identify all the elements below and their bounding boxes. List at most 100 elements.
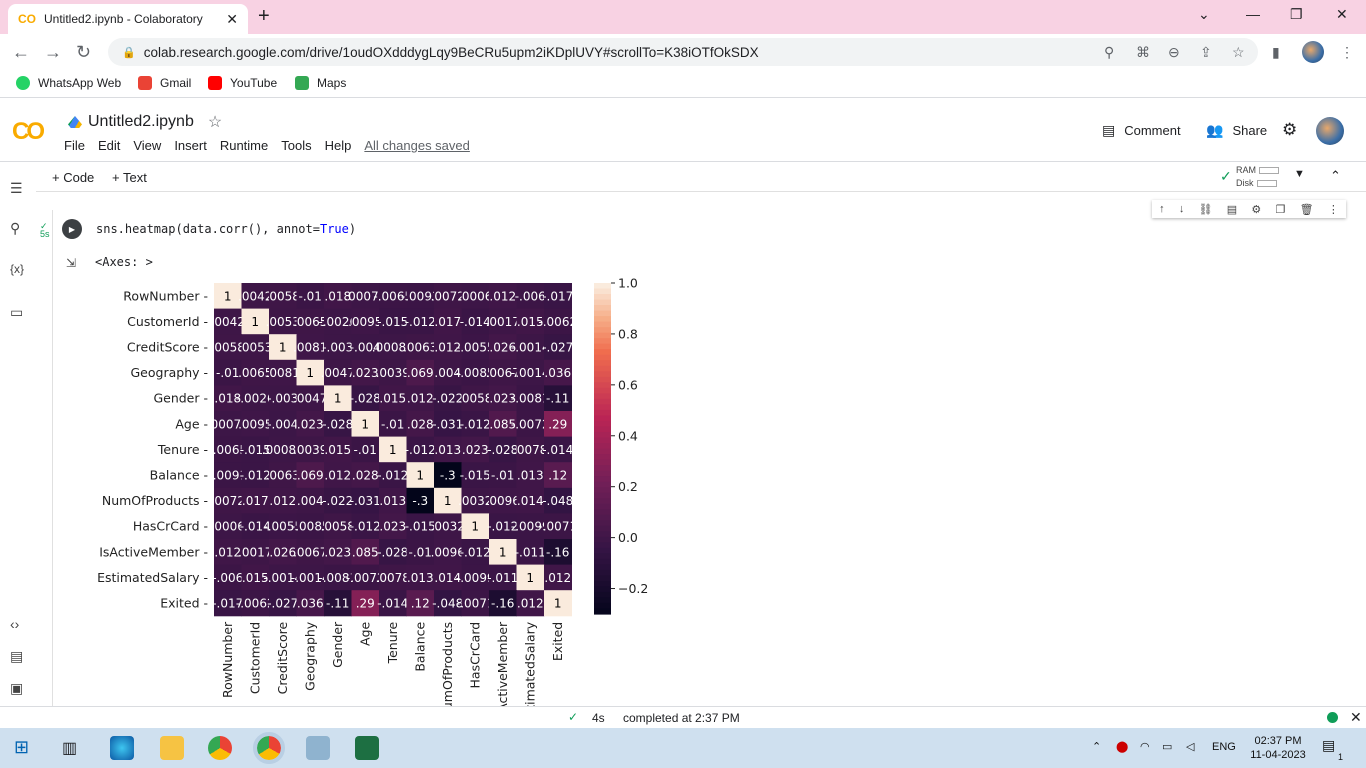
run-cell-button[interactable]: ▶ bbox=[62, 219, 82, 239]
translate-icon[interactable]: ⌘ bbox=[1136, 44, 1150, 60]
save-status[interactable]: All changes saved bbox=[364, 138, 470, 153]
back-icon[interactable]: ← bbox=[12, 42, 30, 62]
search-icon[interactable]: ⚲ bbox=[1104, 44, 1115, 60]
heatmap-cell bbox=[214, 283, 242, 310]
bookmark-youtube[interactable]: YouTube bbox=[208, 76, 277, 90]
heatmap-cell bbox=[516, 539, 545, 566]
file-explorer-icon[interactable] bbox=[160, 736, 184, 760]
colorbar-segment bbox=[594, 470, 611, 477]
minimize-icon[interactable]: — bbox=[1246, 6, 1260, 22]
delete-cell-icon[interactable]: 🗑 bbox=[1299, 203, 1314, 216]
heatmap-cell-label: .013 bbox=[379, 494, 406, 508]
collapse-header-icon[interactable]: ⌃ bbox=[1330, 168, 1341, 183]
close-tab-icon[interactable]: ✕ bbox=[226, 10, 238, 27]
reload-icon[interactable]: ↻ bbox=[76, 42, 92, 62]
comment-cell-icon[interactable]: ▤ bbox=[1226, 203, 1238, 216]
account-avatar[interactable] bbox=[1316, 117, 1344, 145]
output-icon[interactable]: ⇲ bbox=[66, 256, 77, 270]
restore-icon[interactable]: ❐ bbox=[1290, 6, 1303, 22]
volume-icon[interactable]: ◁ bbox=[1186, 741, 1195, 753]
share-button[interactable]: 👥 Share bbox=[1206, 122, 1268, 138]
cell-code[interactable]: sns.heatmap(data.corr(), annot=True) bbox=[96, 222, 357, 236]
forward-icon[interactable]: → bbox=[44, 42, 62, 62]
execution-status: ✓ 5s bbox=[40, 221, 50, 239]
terminal-icon[interactable]: ▣ bbox=[10, 680, 24, 696]
excel-icon[interactable] bbox=[355, 736, 379, 760]
windows-start-icon[interactable]: ⊞ bbox=[14, 737, 30, 757]
heatmap-cell-label: .00084 bbox=[372, 341, 414, 355]
resource-monitor[interactable]: RAM Disk bbox=[1236, 164, 1279, 190]
colorbar-segment bbox=[594, 310, 611, 317]
heatmap-cell-label: .012 bbox=[407, 392, 434, 406]
tray-chevron-icon[interactable]: ⌃ bbox=[1092, 741, 1102, 753]
search-sidebar-icon[interactable]: ⚲ bbox=[10, 220, 21, 236]
browser-menu-icon[interactable]: ⋮ bbox=[1340, 44, 1354, 60]
notifications-icon[interactable]: ▤ bbox=[1322, 737, 1336, 753]
share-page-icon[interactable]: ⇪ bbox=[1200, 44, 1212, 60]
star-icon[interactable]: ☆ bbox=[207, 114, 223, 131]
task-view-icon[interactable]: ▥ bbox=[62, 740, 78, 757]
menu-tools[interactable]: Tools bbox=[281, 138, 312, 153]
colab-logo[interactable]: CO bbox=[12, 118, 45, 145]
heatmap-cell bbox=[296, 539, 325, 566]
cell-settings-icon[interactable]: ⚙ bbox=[1251, 203, 1262, 216]
comment-button[interactable]: ▤ Comment bbox=[1102, 122, 1181, 138]
clock[interactable]: 02:37 PM 11-04-2023 bbox=[1250, 735, 1306, 761]
bookmark-maps[interactable]: Maps bbox=[295, 76, 346, 90]
notebook-title[interactable]: Untitled2.ipynb bbox=[88, 113, 194, 130]
move-down-icon[interactable]: ↓ bbox=[1178, 203, 1185, 215]
menu-runtime[interactable]: Runtime bbox=[219, 138, 269, 153]
heatmap-cell-label: .0072 bbox=[431, 289, 465, 303]
colorbar-segment bbox=[594, 575, 611, 582]
menu-edit[interactable]: Edit bbox=[97, 138, 121, 153]
wifi-icon[interactable]: ◠ bbox=[1140, 741, 1150, 753]
variables-icon[interactable]: {x} bbox=[10, 262, 25, 276]
chrome-icon[interactable] bbox=[208, 736, 232, 760]
status-close-icon[interactable]: ✕ bbox=[1350, 709, 1362, 725]
link-icon[interactable]: ⛓ bbox=[1198, 203, 1213, 216]
heatmap-cell-label: .004 bbox=[434, 366, 461, 380]
tray-security-icon[interactable]: ⬤ bbox=[1116, 741, 1129, 753]
profile-avatar[interactable] bbox=[1302, 41, 1324, 63]
app-icon[interactable] bbox=[306, 736, 330, 760]
files-folder-icon[interactable]: ▭ bbox=[10, 304, 24, 320]
edge-icon[interactable] bbox=[110, 736, 134, 760]
url-bar[interactable]: 🔒 colab.research.google.com/drive/1oudOX… bbox=[108, 38, 1258, 66]
browser-tab-bar: CO Untitled2.ipynb - Colaboratory ✕ + ⌄ … bbox=[0, 0, 1366, 34]
zoom-icon[interactable]: ⊖ bbox=[1168, 44, 1180, 60]
add-code-button[interactable]: + Code bbox=[52, 170, 95, 185]
menu-view[interactable]: View bbox=[133, 138, 162, 153]
heatmap-cell bbox=[324, 487, 352, 514]
battery-icon[interactable]: ▭ bbox=[1162, 741, 1173, 753]
side-panel-icon[interactable]: ▮ bbox=[1272, 44, 1280, 60]
settings-gear-icon[interactable]: ⚙ bbox=[1282, 120, 1298, 139]
menu-file[interactable]: File bbox=[64, 138, 85, 153]
new-tab-icon[interactable]: + bbox=[258, 5, 270, 27]
heatmap-cell bbox=[461, 462, 490, 489]
heatmap-cell bbox=[544, 590, 572, 617]
menu-bar: File Edit View Insert Runtime Tools Help… bbox=[64, 138, 483, 153]
code-snippets-icon[interactable]: ‹› bbox=[10, 616, 20, 632]
colorbar-segment bbox=[594, 531, 611, 538]
bookmark-star-icon[interactable]: ☆ bbox=[1232, 44, 1245, 60]
mirror-cell-icon[interactable]: ❐ bbox=[1275, 203, 1286, 216]
add-text-button[interactable]: + Text bbox=[112, 170, 147, 185]
heatmap-cell-label: -.0081 bbox=[318, 571, 357, 585]
browser-tab[interactable]: CO Untitled2.ipynb - Colaboratory ✕ bbox=[8, 4, 248, 34]
heatmap-cell-label: .015 bbox=[517, 315, 544, 329]
menu-help[interactable]: Help bbox=[324, 138, 352, 153]
status-completed[interactable]: completed at 2:37 PM bbox=[623, 711, 740, 725]
heatmap-cell bbox=[516, 334, 545, 361]
chrome-active-icon[interactable] bbox=[253, 732, 285, 764]
window-close-icon[interactable]: ✕ bbox=[1336, 6, 1348, 22]
language-indicator[interactable]: ENG bbox=[1212, 741, 1236, 753]
bookmark-gmail[interactable]: Gmail bbox=[138, 76, 191, 90]
bookmark-whatsapp[interactable]: WhatsApp Web bbox=[16, 76, 121, 90]
tab-search-chevron-icon[interactable]: ⌄ bbox=[1198, 6, 1210, 22]
menu-insert[interactable]: Insert bbox=[174, 138, 207, 153]
table-of-contents-icon[interactable]: ☰ bbox=[10, 180, 23, 196]
command-palette-icon[interactable]: ▤ bbox=[10, 648, 24, 664]
move-up-icon[interactable]: ↑ bbox=[1159, 203, 1165, 215]
cell-more-icon[interactable]: ⋮ bbox=[1327, 203, 1339, 216]
runtime-dropdown-icon[interactable]: ▼ bbox=[1294, 168, 1305, 180]
